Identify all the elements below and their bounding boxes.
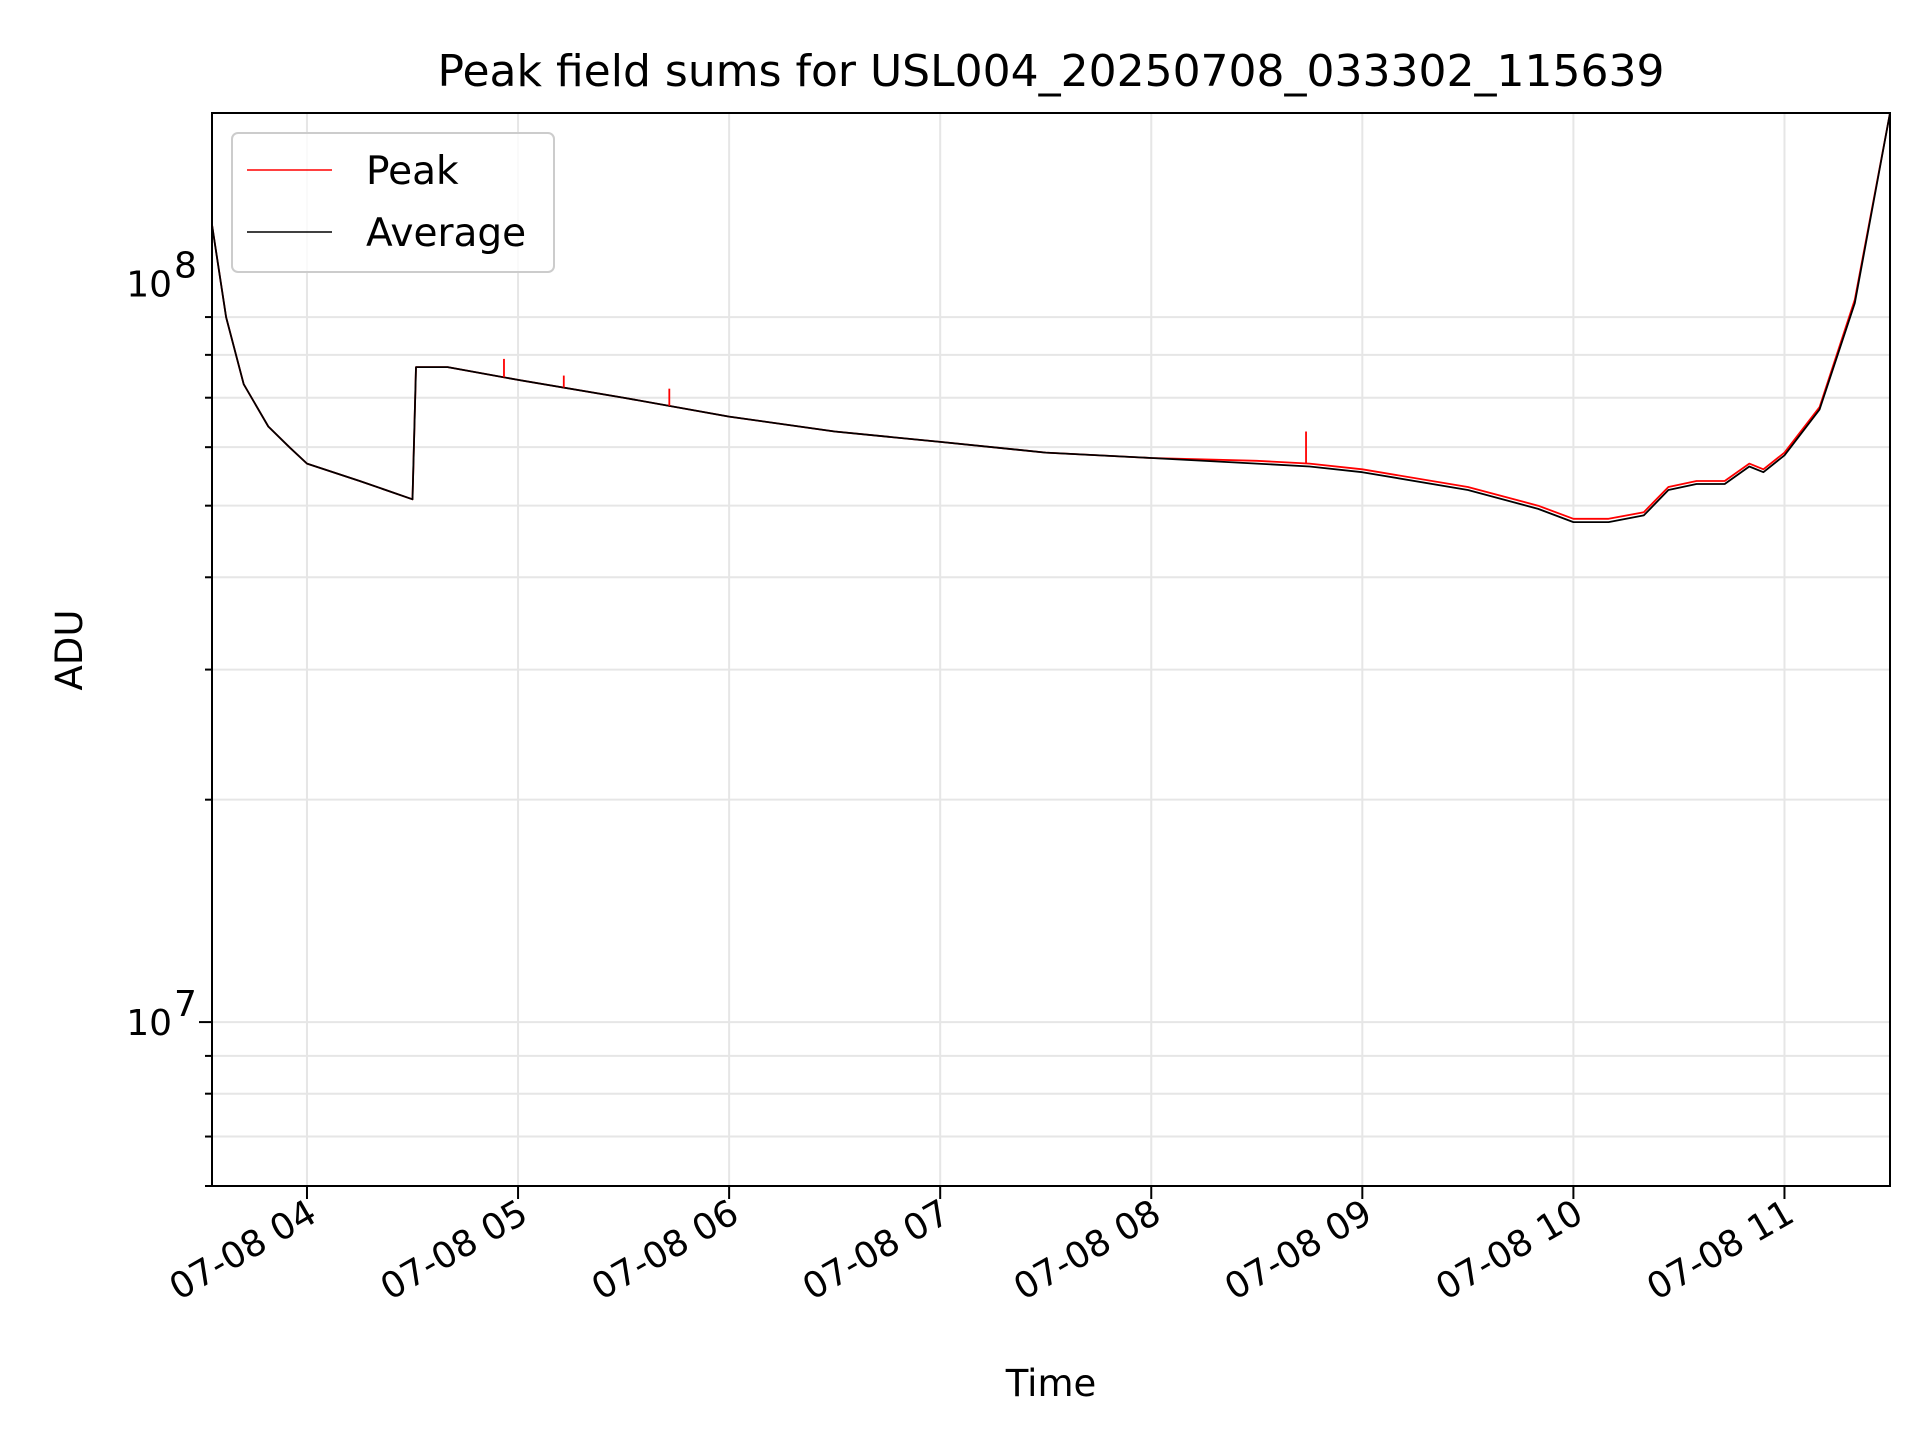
y-tick-label-exponent: 7: [174, 984, 197, 1025]
plot-lines: [211, 112, 1891, 523]
y-axis-label: ADU: [48, 610, 91, 691]
chart-title: Peak field sums for USL004_20250708_0333…: [438, 46, 1665, 97]
legend-label-average: Average: [366, 211, 526, 256]
legend-box: [231, 132, 555, 273]
y-tick-label: 10: [126, 1003, 172, 1044]
x-axis-label: Time: [1005, 1362, 1097, 1405]
series-line-average: [211, 112, 1891, 523]
legend-label-peak: Peak: [366, 149, 459, 194]
legend: Peak Average: [231, 132, 555, 273]
plot-frame: [211, 112, 1891, 1187]
y-tick-label: 10: [126, 264, 172, 305]
y-tick-label-exponent: 8: [174, 245, 197, 286]
